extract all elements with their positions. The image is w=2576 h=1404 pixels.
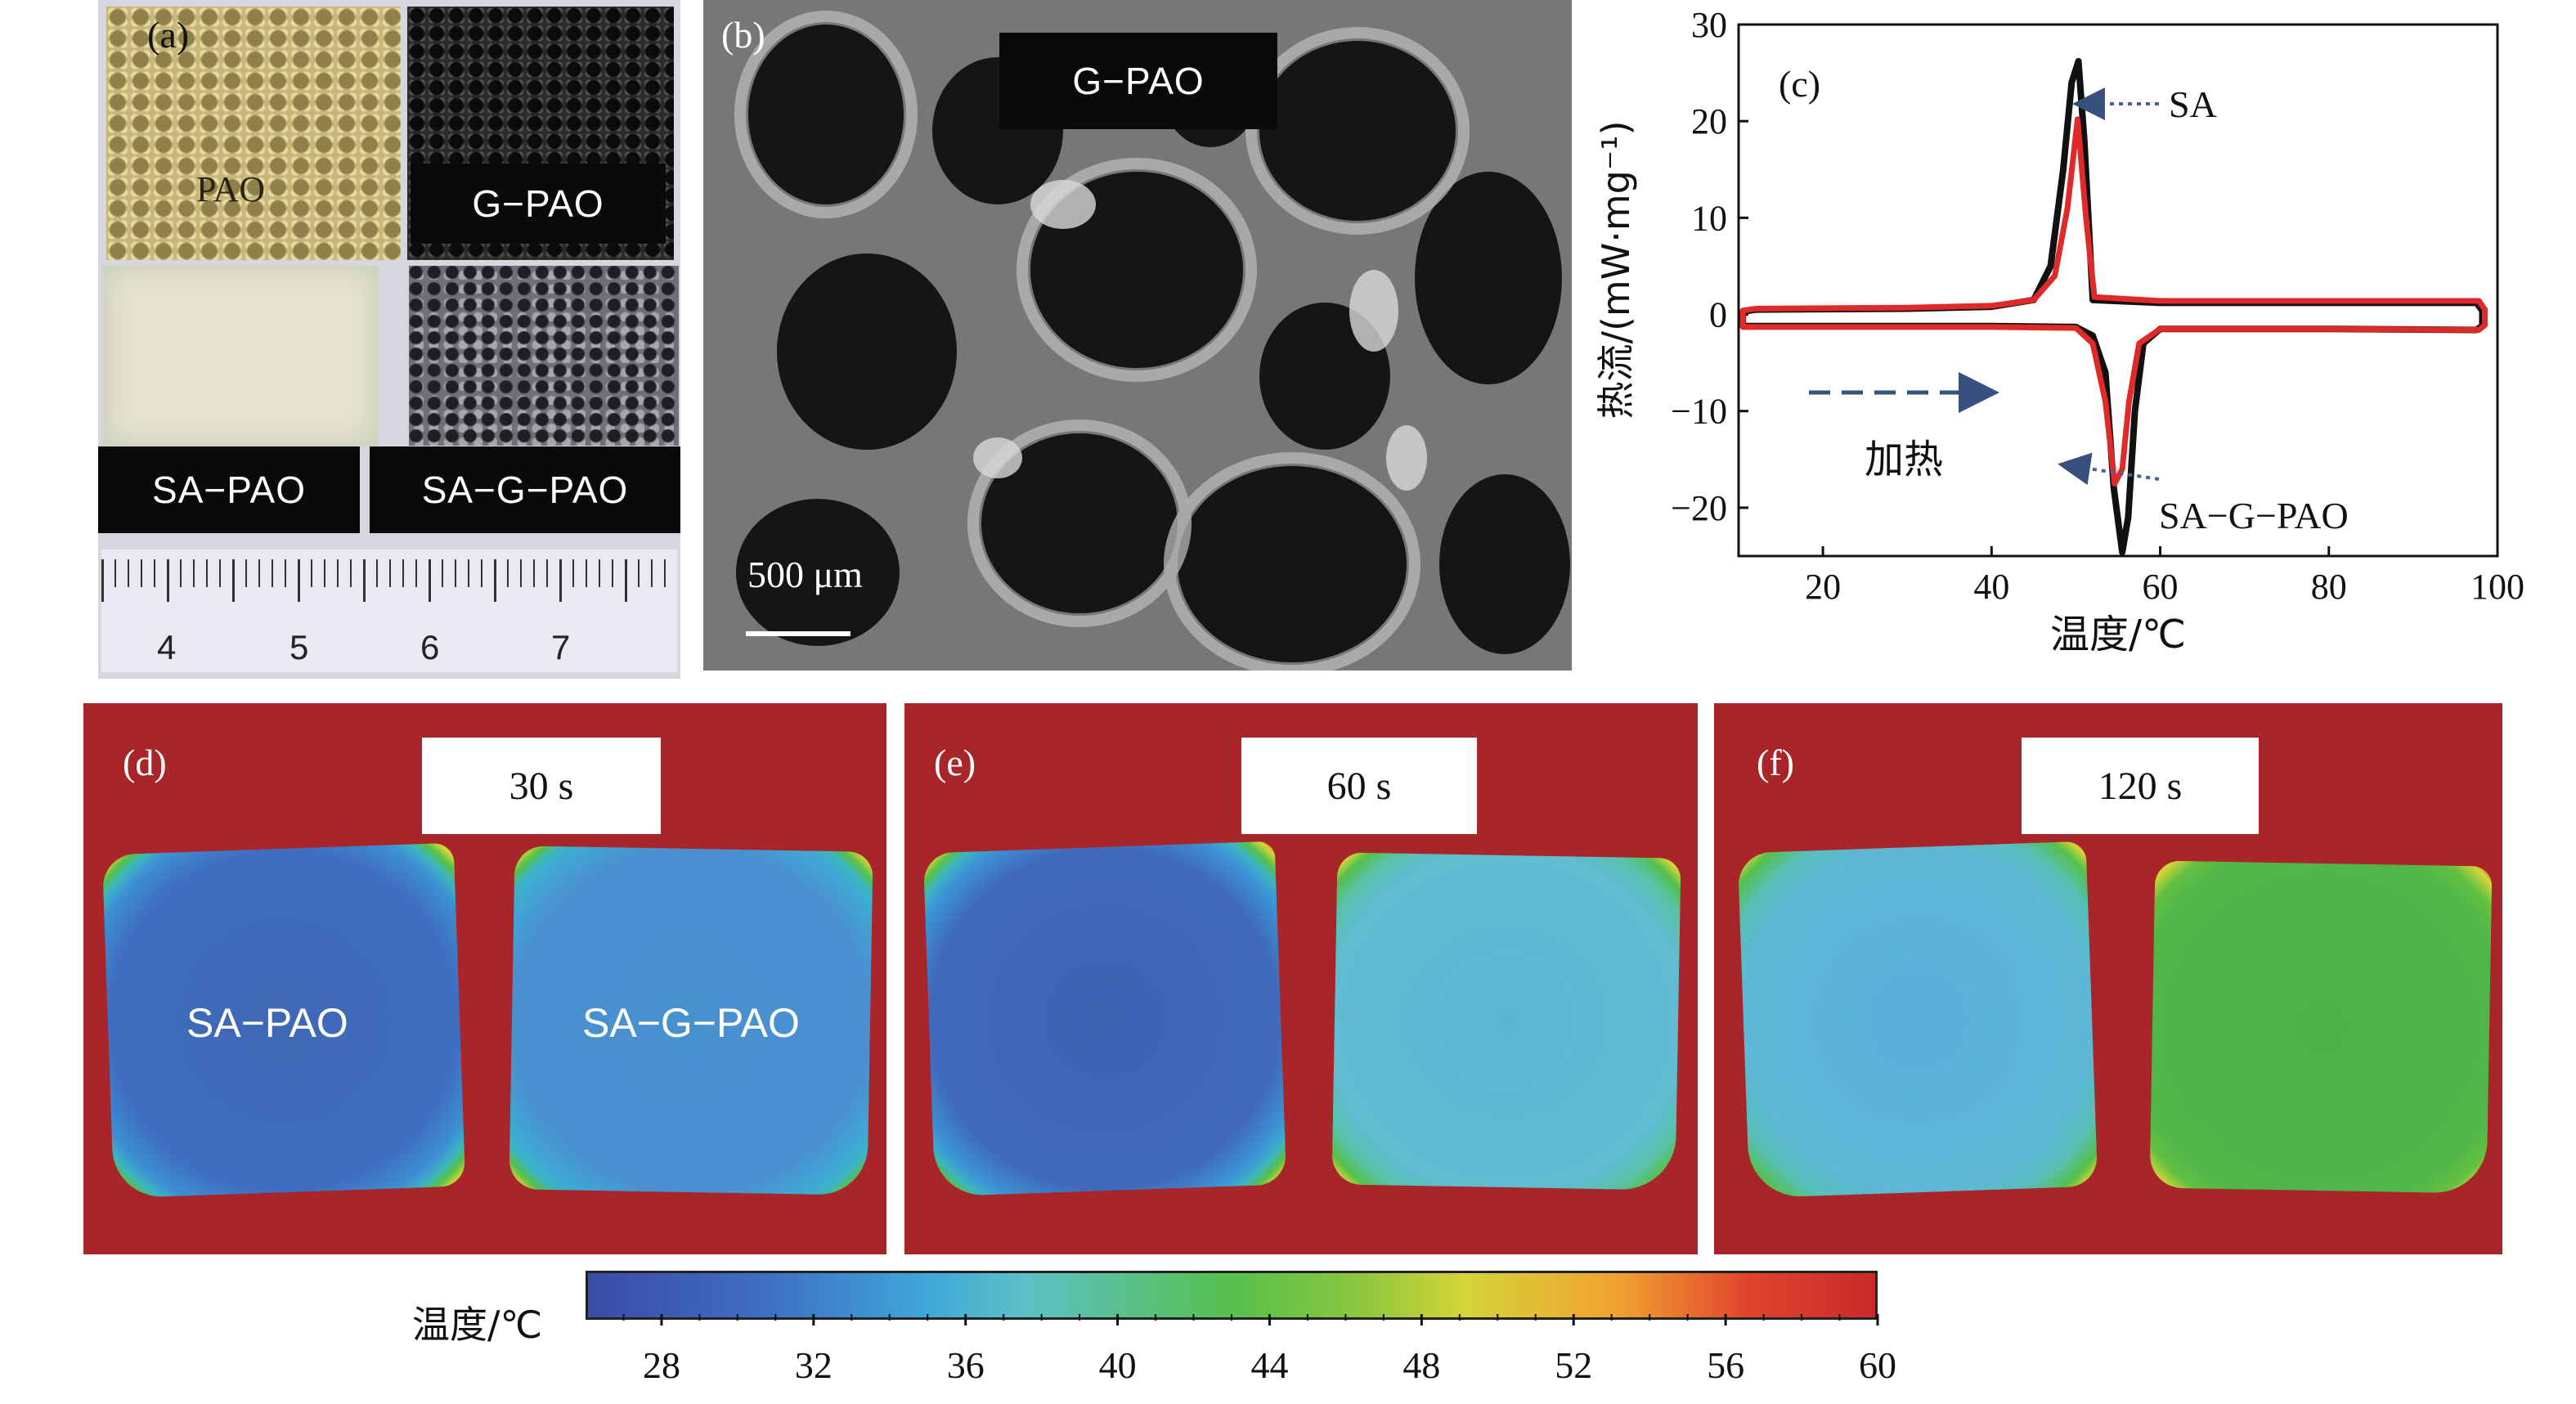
x-axis-label: 温度/℃ (2050, 612, 2186, 657)
panel-d-time: 30 s (422, 738, 661, 834)
colorbar-tick-label: 60 (1859, 1344, 1896, 1386)
pao-label: PAO (196, 169, 265, 209)
heating-label: 加热 (1865, 437, 1943, 482)
panel-f-time: 120 s (2022, 738, 2259, 834)
x-ticks: 20 40 60 80 100 (1805, 546, 2524, 607)
panel-d-label: (d) (123, 742, 167, 783)
y-tick-label: 10 (1691, 198, 1727, 238)
panel-a: PAO G−PAO SA−PAO SA−G−PAO 4 5 6 7 (a) (98, 0, 680, 679)
x-tick-label: 20 (1805, 567, 1841, 607)
sa-pao-label: SA−PAO (186, 1000, 348, 1046)
thermal-panel-d: (d) 30 s SA−PAO SA−G−PAO (83, 703, 886, 1254)
panel-f-label: (f) (1757, 742, 1794, 783)
y-tick-label: 0 (1709, 295, 1727, 335)
sa-pao-photo (103, 266, 378, 446)
sa-g-pao-annotation: SA−G−PAO (2159, 495, 2349, 536)
ruler-number-7: 7 (551, 628, 571, 666)
pao-photo (106, 7, 401, 260)
x-tick-label: 60 (2143, 567, 2179, 607)
sa-g-pao-sample-120s (2149, 860, 2493, 1194)
x-tick-label: 40 (1973, 567, 2009, 607)
ruler-number-5: 5 (289, 628, 309, 666)
x-tick-label: 80 (2311, 567, 2347, 607)
sa-g-pao-photo (409, 266, 679, 446)
colorbar-tick-label: 56 (1707, 1344, 1744, 1386)
sa-g-pao-label: SA−G−PAO (582, 1000, 800, 1046)
colorbar-tick-label: 28 (643, 1344, 680, 1386)
sa-g-pao-label: SA−G−PAO (370, 446, 680, 533)
colorbar-axis: 28 32 36 40 44 48 52 56 60 (622, 1314, 1896, 1386)
sa-g-pao-sample-60s (1331, 852, 1681, 1191)
thermal-panel-f: (f) 120 s (1714, 703, 2502, 1254)
colorbar-label: 温度/℃ (412, 1303, 543, 1347)
panel-a-label: (a) (147, 14, 190, 56)
y-tick-label: −10 (1671, 392, 1727, 432)
panel-c-label: (c) (1779, 63, 1820, 105)
y-tick-label: 30 (1691, 5, 1727, 45)
g-pao-label: G−PAO (411, 164, 666, 244)
ruler-number-4: 4 (157, 628, 177, 666)
colorbar-tick-label: 52 (1555, 1344, 1592, 1386)
colorbar (586, 1271, 1878, 1320)
panel-e-label: (e) (934, 742, 976, 783)
sa-annotation: SA (2169, 83, 2217, 125)
scale-bar-label: 500 μm (747, 554, 863, 595)
panel-b: (b) G−PAO 500 μm (703, 0, 1572, 671)
y-tick-label: 20 (1691, 101, 1727, 141)
panel-e-time: 60 s (1241, 738, 1477, 834)
colorbar-tick-label: 36 (947, 1344, 985, 1386)
series-layer (1739, 57, 2488, 556)
colorbar-tick-label: 48 (1402, 1344, 1440, 1386)
plot-frame (1737, 23, 2499, 558)
x-tick-label: 100 (2471, 567, 2524, 607)
sem-foam-image (703, 0, 1572, 671)
sa-pao-sample-120s (1737, 841, 2098, 1199)
thermal-panel-e: (e) 60 s (904, 703, 1698, 1254)
ruler-number-6: 6 (420, 628, 440, 666)
scale-bar (746, 631, 850, 636)
colorbar-tick-label: 32 (795, 1344, 832, 1386)
colorbar-tick-label: 44 (1250, 1344, 1288, 1386)
sa-pao-label: SA−PAO (98, 446, 360, 533)
sa-g-pao-curve (1739, 116, 2488, 487)
sa-pao-sample-60s (922, 841, 1287, 1197)
y-ticks: 30 20 10 0 −10 −20 (1671, 5, 1748, 528)
panel-b-title: G−PAO (999, 33, 1277, 129)
y-tick-label: −20 (1671, 488, 1727, 528)
colorbar-tick-label: 40 (1099, 1344, 1137, 1386)
ruler-long-ticks (101, 559, 677, 602)
panel-b-label: (b) (721, 14, 765, 56)
y-axis-label: 热流/(mW·mg⁻¹) (1594, 120, 1638, 419)
sa-g-pao-pointer (2058, 452, 2160, 486)
